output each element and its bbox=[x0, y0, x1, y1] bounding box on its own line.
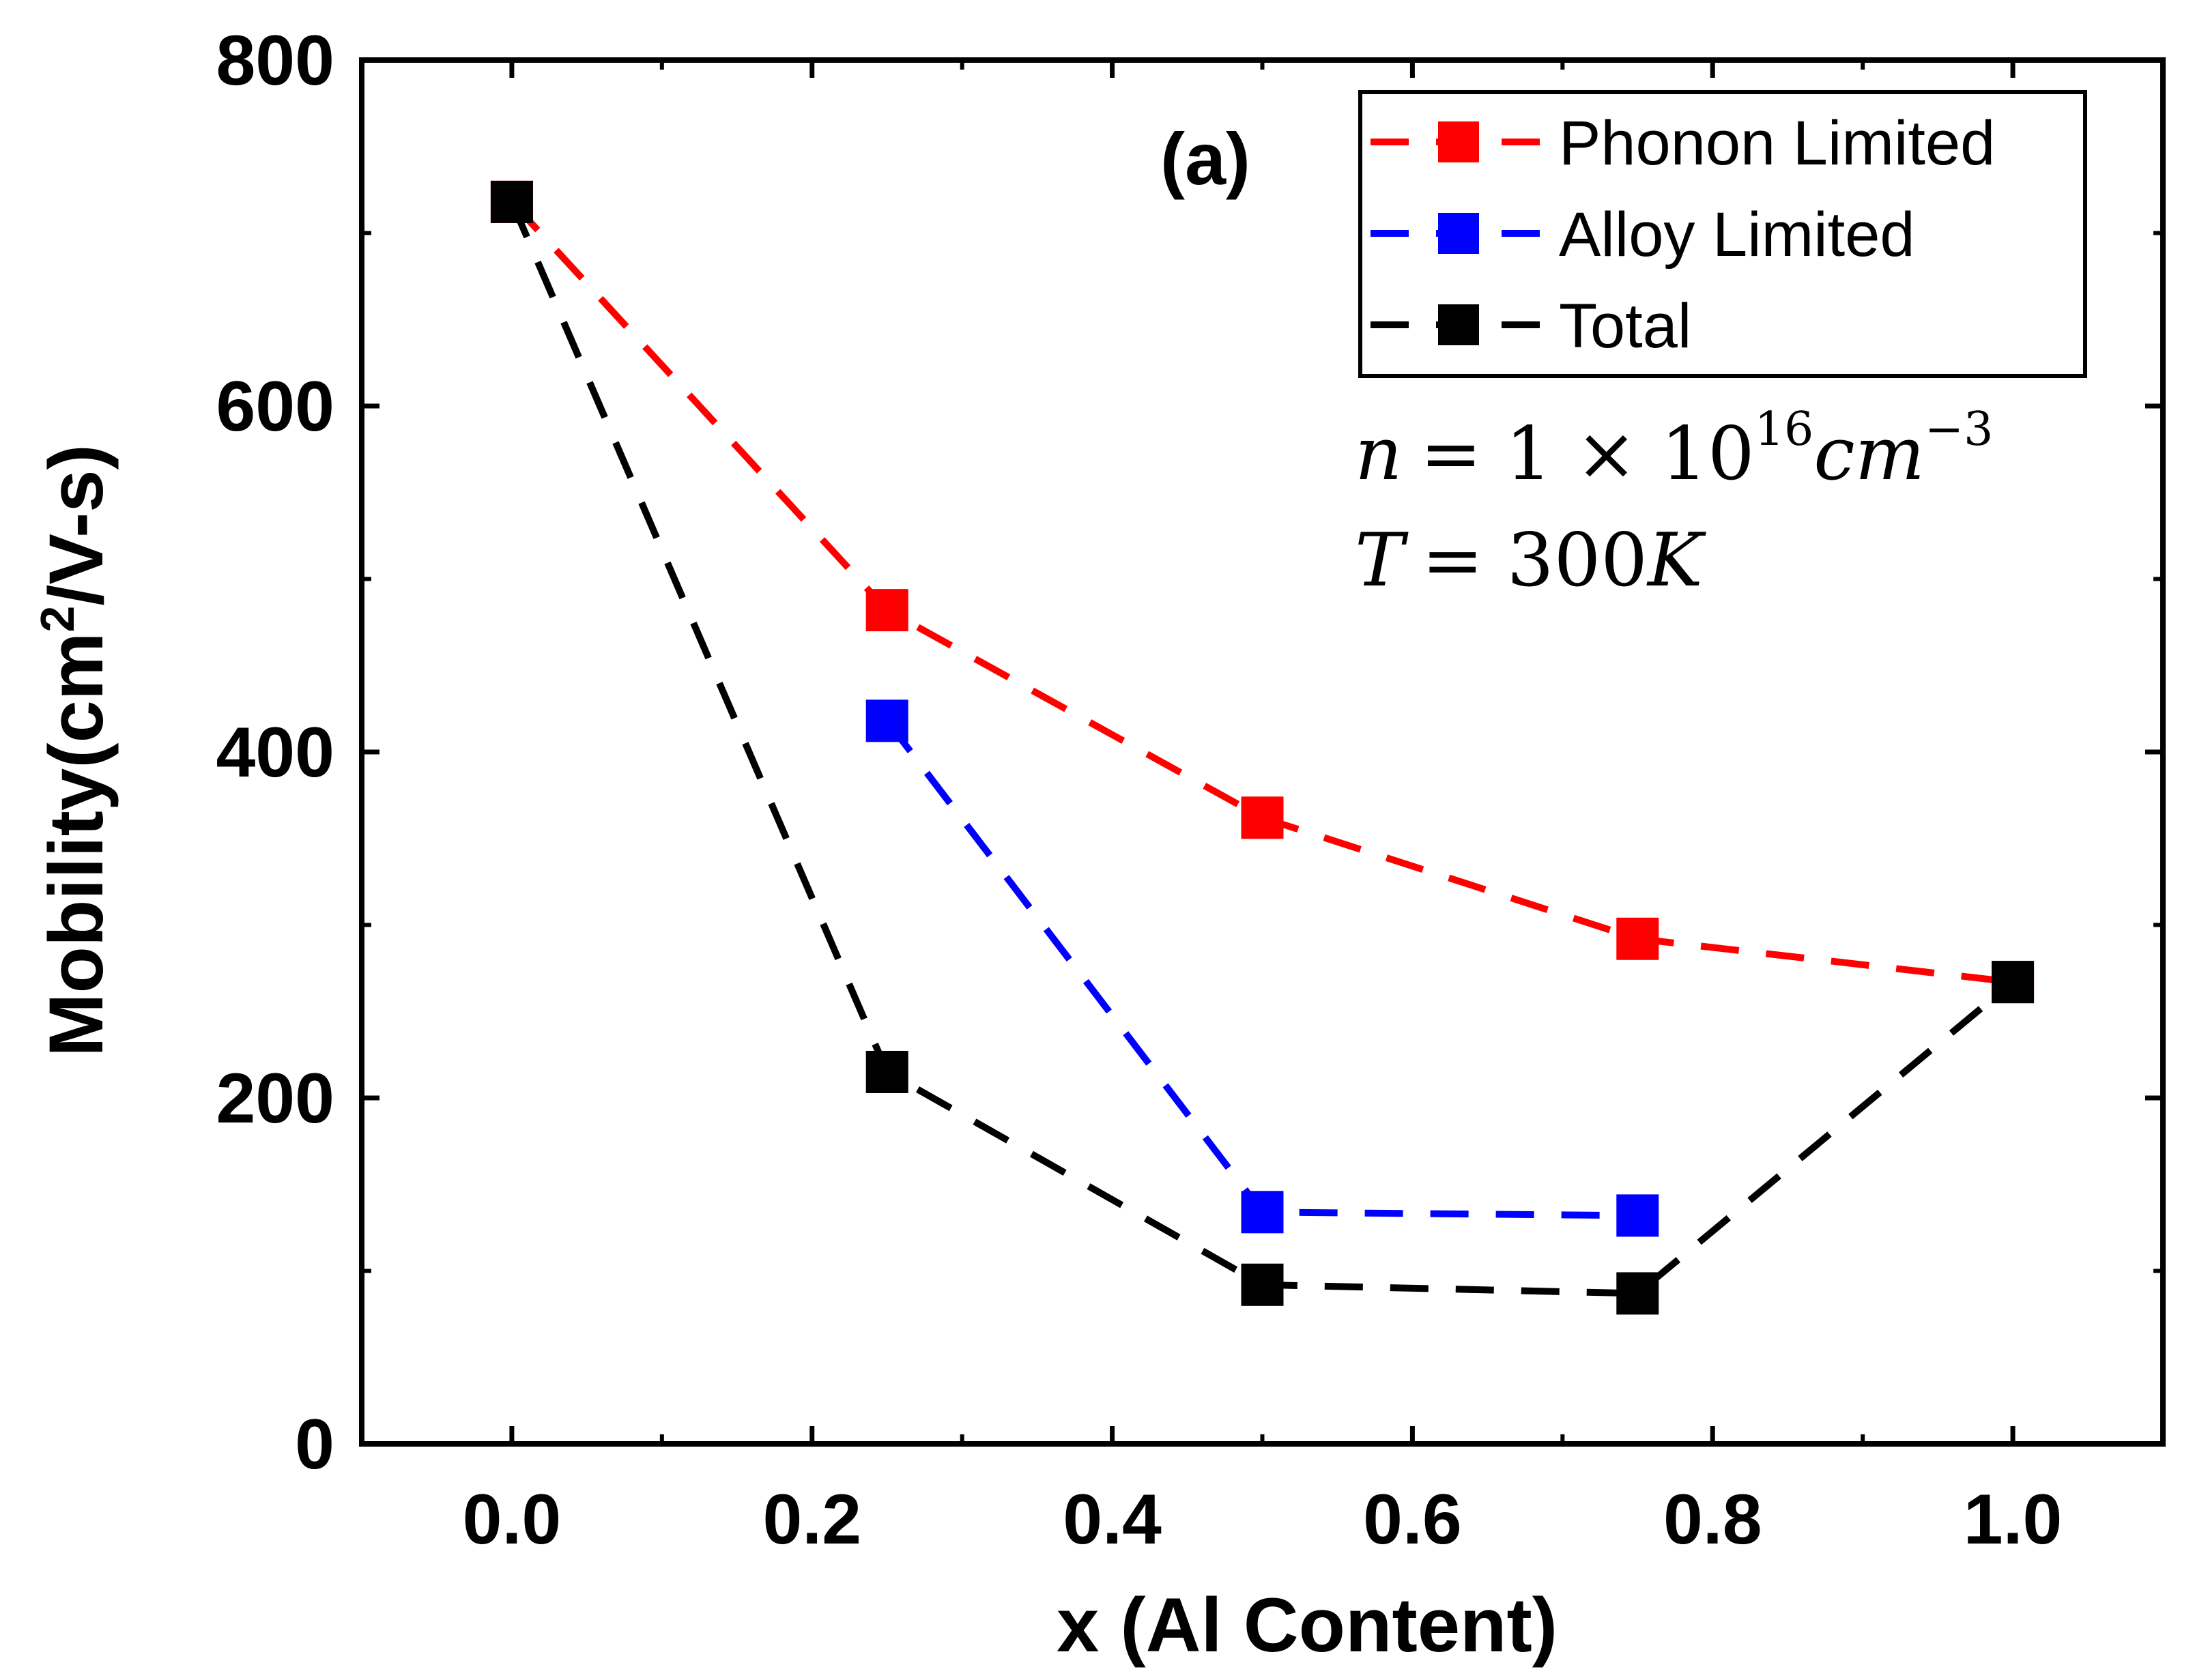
density-unit: cm bbox=[1813, 411, 1925, 497]
data-point bbox=[1616, 1194, 1659, 1237]
legend-entry: Phonon Limited bbox=[1371, 108, 1995, 178]
y-axis-title: Mobility(cm2/V-s) bbox=[31, 444, 119, 1057]
y-tick-label: 400 bbox=[216, 713, 334, 792]
data-point bbox=[1241, 1263, 1284, 1306]
panel-label: (a) bbox=[1160, 117, 1250, 200]
y-tick-label: 200 bbox=[216, 1059, 334, 1138]
x-tick-label: 1.0 bbox=[1964, 1480, 2063, 1559]
legend-entry: Total bbox=[1371, 291, 1691, 361]
temp-rhs: = 300 bbox=[1422, 518, 1648, 603]
y-tick-label: 600 bbox=[216, 367, 334, 446]
y-tick-label: 0 bbox=[295, 1405, 334, 1484]
data-point bbox=[1616, 1272, 1659, 1315]
svg-text:n= 1 × 1016cm−3: n = 1 × 1016cm−3 bbox=[1355, 403, 1993, 497]
x-axis-title: x (Al Content) bbox=[1057, 1582, 1558, 1668]
legend-label: Alloy Limited bbox=[1559, 200, 1915, 270]
data-point bbox=[865, 699, 908, 742]
temp-lhs: T bbox=[1355, 518, 1409, 603]
data-point bbox=[490, 180, 533, 223]
density-lhs: n bbox=[1355, 411, 1403, 497]
plot-frame bbox=[359, 57, 2166, 1447]
density-unit-exp: −3 bbox=[1925, 403, 1993, 457]
legend: Phonon Limited Alloy Limited Total bbox=[1358, 90, 2087, 378]
legend-label: Total bbox=[1559, 291, 1691, 361]
density-exp: 16 bbox=[1755, 403, 1814, 457]
legend-entries: Phonon Limited Alloy Limited Total bbox=[1371, 108, 1995, 361]
data-point bbox=[865, 589, 908, 632]
legend-entry: Alloy Limited bbox=[1371, 200, 1915, 270]
density-eq: = 1 × 10 bbox=[1420, 411, 1755, 497]
x-tick-label: 0.0 bbox=[463, 1480, 562, 1559]
series-layer bbox=[490, 180, 2035, 1315]
data-point bbox=[1241, 796, 1284, 839]
data-point bbox=[1616, 917, 1659, 960]
x-tick-label: 0.8 bbox=[1663, 1480, 1762, 1559]
data-point bbox=[865, 1050, 908, 1093]
svg-text:T= 300K: T = 300K bbox=[1355, 518, 1706, 603]
temperature-annotation: T = 300K bbox=[1355, 518, 1706, 603]
x-tick-label: 0.2 bbox=[762, 1480, 861, 1559]
x-tick-label: 0.6 bbox=[1363, 1480, 1462, 1559]
y-tick-label: 800 bbox=[216, 21, 334, 100]
temp-unit: K bbox=[1646, 518, 1706, 603]
series-total bbox=[490, 180, 2035, 1315]
y-tick-labels: 0 200 400 600 800 bbox=[216, 21, 334, 1484]
data-point bbox=[1241, 1191, 1284, 1234]
density-annotation: n = 1 × 1016cm−3 bbox=[1355, 403, 1993, 497]
data-point bbox=[1992, 961, 2035, 1004]
legend-box bbox=[1358, 90, 2087, 378]
legend-marker bbox=[1438, 213, 1479, 254]
legend-marker bbox=[1438, 121, 1479, 162]
series-alloy-limited bbox=[865, 699, 1659, 1237]
x-tick-label: 0.4 bbox=[1063, 1480, 1162, 1559]
legend-marker bbox=[1438, 304, 1479, 345]
x-tick-labels: 0.0 0.2 0.4 0.6 0.8 1.0 bbox=[463, 1480, 2063, 1559]
legend-label: Phonon Limited bbox=[1559, 108, 1995, 178]
